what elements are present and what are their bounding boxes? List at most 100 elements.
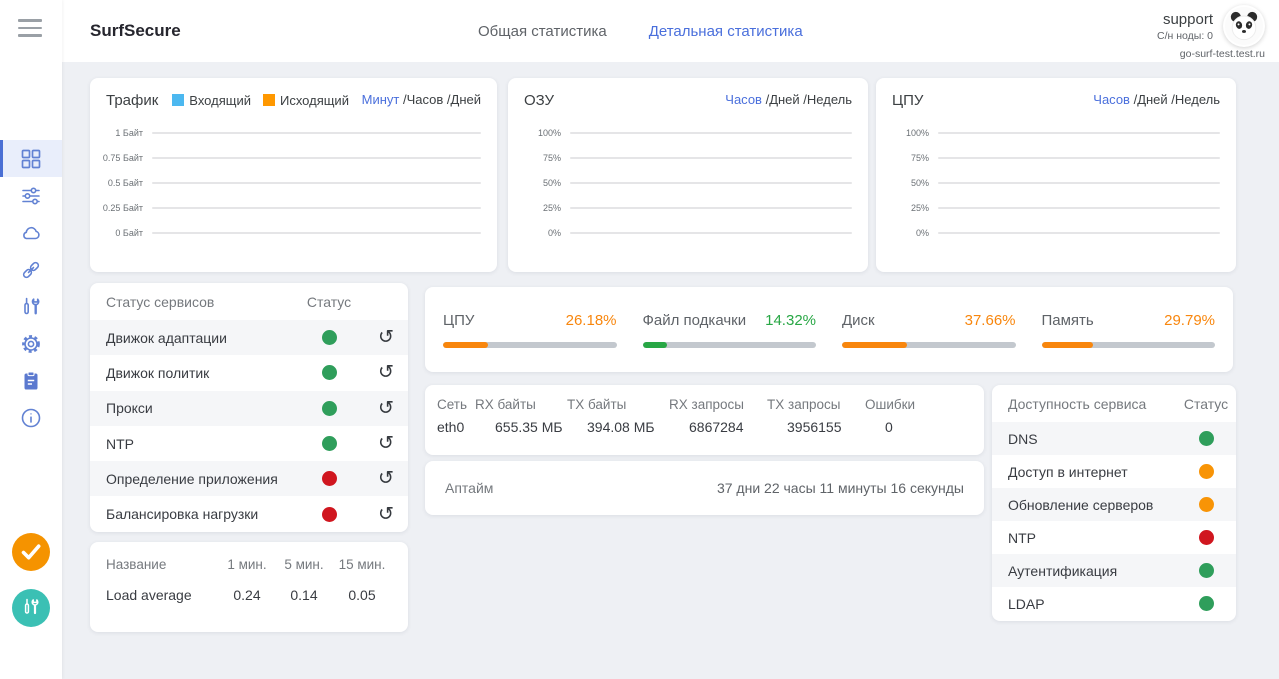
ram-period-tabs: ЧасовДнейНедель [725, 91, 852, 109]
restart-service-button[interactable]: ↺ [364, 398, 408, 418]
service-status-row: Определение приложения ↺ [90, 461, 408, 497]
load-average-panel: Название 1 мин. 5 мин. 15 мин. Load average… [90, 542, 408, 632]
status-dot-cell [1176, 464, 1236, 479]
restart-service-button[interactable]: ↺ [364, 504, 408, 524]
resource-metrics-panel: ЦПУ 26.18% Файл подкачки 14.32% Диск 37.… [425, 287, 1233, 372]
metric-card: Память 29.79% [1041, 311, 1215, 348]
load-cell: 0.14 [290, 587, 318, 603]
status-dot [321, 400, 337, 416]
y-axis-tick: 0% [915, 227, 929, 238]
panda-avatar-icon [1224, 6, 1264, 46]
app-title: SurfSecure [90, 21, 181, 40]
gridline [938, 181, 1220, 184]
availability-service-name: LDAP [1008, 595, 1045, 612]
chart-grid-row: 75% [886, 145, 1220, 170]
y-axis-tick: 0.75 Байт [102, 152, 143, 163]
sidebar-item-settings[interactable] [0, 177, 62, 214]
service-status-list: Движок адаптации ↺ Движок политик ↺ Прок… [90, 320, 408, 532]
service-name: NTP [106, 435, 134, 452]
gridline [570, 156, 852, 159]
sidebar-item-dashboard[interactable] [0, 140, 62, 177]
status-dot-cell [294, 436, 364, 452]
restart-service-button[interactable]: ↺ [364, 363, 408, 382]
user-name: support [1162, 10, 1213, 28]
period-tab[interactable]: Недель [806, 92, 852, 107]
sidebar-item-system[interactable] [0, 325, 62, 362]
header-tab[interactable]: Общая статистика [478, 22, 607, 40]
period-tab[interactable]: Минут [362, 92, 407, 107]
network-panel: Сеть RX байты TX байты RX запросы TX запросы… [425, 385, 984, 455]
gridline [570, 181, 852, 184]
period-tab[interactable]: Дней [769, 92, 807, 107]
metric-label: Диск [842, 311, 875, 329]
sidebar-item-link[interactable] [0, 251, 62, 288]
header-tab[interactable]: Детальная статистика [648, 22, 803, 40]
status-dot [321, 330, 337, 346]
restart-service-button[interactable]: ↺ [364, 434, 408, 453]
load-cell: 0.05 [348, 587, 376, 603]
sidebar-item-tools[interactable] [0, 288, 62, 325]
y-axis-tick: 100% [537, 127, 561, 138]
network-column-header: TX запросы [767, 397, 841, 412]
sidebar-item-reports[interactable] [0, 362, 62, 399]
restart-service-button[interactable]: ↺ [364, 328, 408, 347]
load-table-header: Название 1 мин. 5 мин. 15 мин. [106, 557, 392, 572]
network-cell: 0 [885, 419, 893, 435]
chart-grid-row: 0 Байт [100, 220, 481, 245]
period-tab[interactable]: Недель [1174, 92, 1220, 107]
network-table-header: Сеть RX байты TX байты RX запросы TX запросы… [437, 397, 972, 412]
status-dot [1198, 464, 1214, 479]
gridline [570, 131, 852, 134]
service-name: Движок адаптации [106, 329, 227, 346]
refresh-icon: ↺ [378, 361, 394, 384]
y-axis-tick: 0% [547, 227, 561, 238]
status-dot-cell [1176, 530, 1236, 545]
chart-grid-row: 100% [518, 120, 852, 145]
sidebar-item-cloud[interactable] [0, 214, 62, 251]
period-tab[interactable]: Дней [450, 92, 481, 107]
service-name: Прокси [106, 400, 153, 417]
legend-item[interactable]: Исходящий [262, 93, 349, 108]
sidebar-item-info[interactable] [0, 399, 62, 436]
hamburger-menu-icon[interactable] [18, 19, 42, 37]
metric-progress-track [842, 341, 1016, 348]
service-status-panel: Статус сервисов Статус Движок адаптации … [90, 283, 408, 532]
restart-service-button[interactable]: ↺ [364, 469, 408, 488]
status-column-header: Статус [306, 293, 352, 310]
load-column-header: 15 мин. [338, 557, 386, 572]
period-tab[interactable]: Часов [725, 92, 769, 107]
network-column-header: TX байты [567, 397, 627, 412]
avatar[interactable] [1223, 5, 1265, 47]
status-dot-cell [294, 471, 364, 487]
tools-circle-button[interactable] [12, 589, 50, 627]
y-axis-tick: 50% [910, 177, 929, 188]
period-tab[interactable]: Часов [407, 92, 451, 107]
gear-icon [22, 334, 40, 353]
node-count: С/н ноды: 0 [1157, 29, 1213, 42]
sidebar-footer-badges [12, 533, 50, 627]
dashboard-grid-icon [21, 149, 41, 168]
traffic-chart-area: 1 Байт 0.75 Байт 0.5 Байт 0.25 Байт 0 Ба… [90, 113, 497, 245]
cpu-chart-panel: ЦПУ ЧасовДнейНедель 100% 75% 50% 25% 0% [876, 78, 1236, 272]
traffic-title: Трафик [106, 91, 159, 109]
check-circle-icon [12, 533, 50, 571]
period-tab[interactable]: Часов [1093, 92, 1137, 107]
period-tab[interactable]: Дней [1137, 92, 1175, 107]
metric-value: 29.79% [1164, 311, 1215, 329]
service-status-row: Прокси ↺ [90, 390, 408, 426]
metric-progress-track [1041, 341, 1215, 348]
gridline [570, 206, 852, 209]
status-dot-cell [1176, 563, 1236, 578]
legend-label: Входящий [189, 92, 251, 108]
availability-row: Обновление серверов [992, 488, 1236, 521]
network-table-row: eth0 655.35 МБ 394.08 МБ 6867284 3956155 0 [437, 419, 972, 435]
status-dot [321, 506, 337, 522]
legend-item[interactable]: Входящий [172, 93, 251, 108]
cpu-title: ЦПУ [892, 91, 924, 109]
check-circle-button[interactable] [12, 533, 50, 571]
y-axis-tick: 100% [905, 127, 929, 138]
uptime-value: 37 дни 22 часы 11 минуты 16 секунды [716, 480, 964, 496]
refresh-icon: ↺ [378, 432, 394, 455]
traffic-chart-panel: Трафик Входящий Исходящий МинутЧасовДней… [90, 78, 497, 272]
tools-circle-icon [12, 589, 50, 627]
